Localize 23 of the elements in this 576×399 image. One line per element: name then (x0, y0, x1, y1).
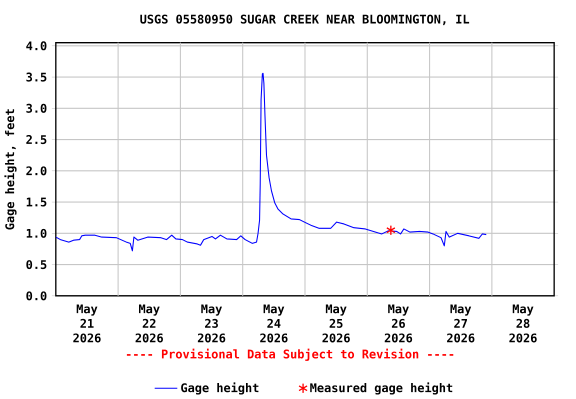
y-tick-label: 2.5 (26, 134, 46, 144)
y-tick-label: 0.5 (26, 260, 46, 269)
legend-label: Gage height (181, 382, 258, 394)
x-tick-label: May 26 2026 (384, 304, 412, 342)
y-tick-label: 3.0 (26, 104, 46, 113)
chart-title: USGS 05580950 SUGAR CREEK NEAR BLOOMINGTON, IL (140, 14, 470, 25)
line-series (56, 72, 487, 252)
y-tick-label: 0.0 (26, 291, 46, 300)
y-tick-label: 4.0 (26, 41, 46, 50)
x-tick-label: May 22 2026 (136, 304, 163, 342)
y-tick-label: 1.5 (26, 197, 46, 206)
x-tick-label: May 27 2026 (447, 304, 474, 342)
x-tick-label: May 28 2026 (509, 304, 537, 342)
x-tick-label: May 24 2026 (260, 304, 288, 342)
legend-label: Measured gage height (310, 382, 452, 394)
x-tick-label: May 21 2026 (73, 304, 101, 342)
x-tick-label: May 25 2026 (322, 304, 350, 342)
y-tick-label: 2.0 (26, 166, 46, 176)
text: ---- Provisional Data Subject to Revision ---- (126, 348, 454, 361)
x-tick-label: May 23 2026 (198, 304, 226, 342)
y-axis-title: Gage height, feet (4, 109, 17, 230)
y-tick-label: 1.0 (26, 228, 46, 238)
y-tick-label: 3.5 (26, 72, 46, 82)
